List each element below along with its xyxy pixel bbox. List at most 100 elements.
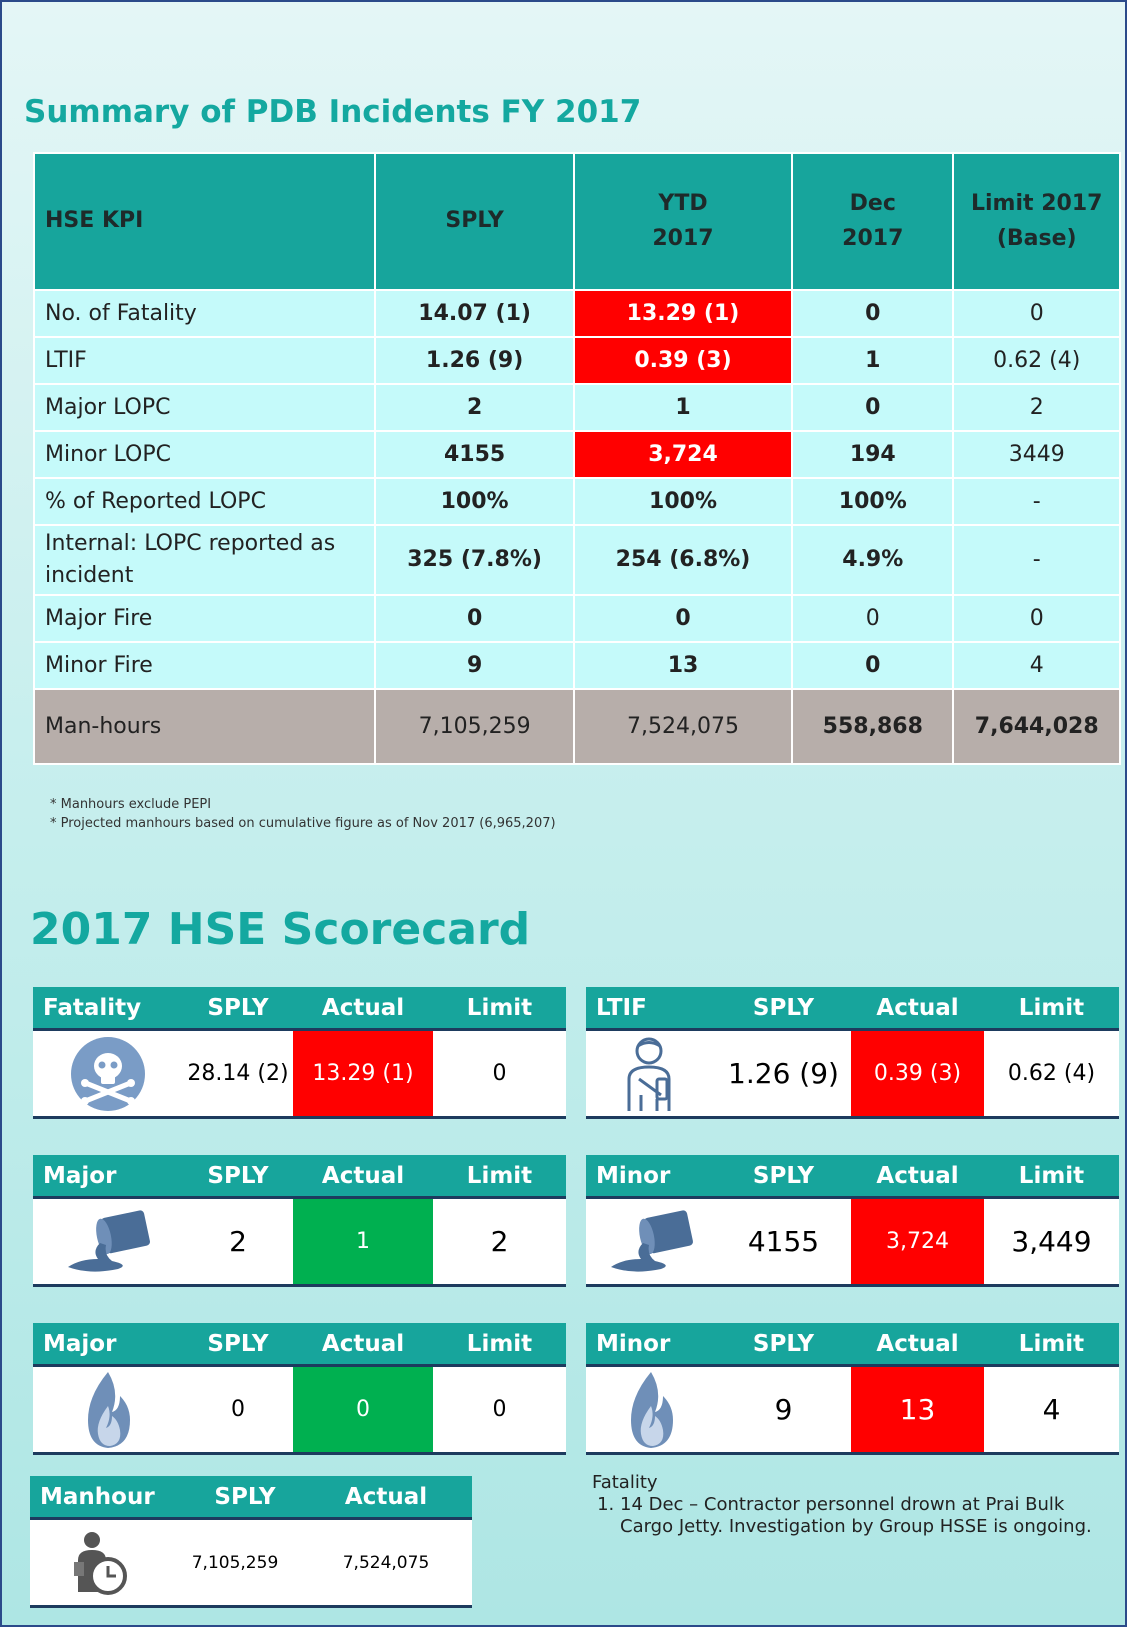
cell-ytd: 7,524,075 xyxy=(572,688,794,765)
col-sply: SPLY xyxy=(752,1330,815,1357)
table-row: LTIF 1.26 (9) 0.39 (3) 1 0.62 (4) xyxy=(32,336,1121,385)
cell-dec: 0 xyxy=(791,383,955,432)
cell-dec: 194 xyxy=(791,430,955,479)
actual-value: 1 xyxy=(293,1199,433,1284)
table-row: Minor Fire 9 13 0 4 xyxy=(32,641,1121,690)
cell-limit: - xyxy=(952,477,1121,526)
scorecard-title: 2017 HSE Scorecard xyxy=(30,904,531,955)
col-limit: Limit xyxy=(466,1162,533,1189)
card-label: LTIF xyxy=(596,994,647,1021)
actual-value: 0.39 (3) xyxy=(851,1031,984,1116)
cell-ytd: 254 (6.8%) xyxy=(572,524,794,596)
card-header: Fatality SPLY Actual Limit xyxy=(33,987,566,1031)
cell-sply: 325 (7.8%) xyxy=(374,524,575,596)
header-ytd: YTD 2017 xyxy=(572,152,794,291)
sply-value: 2 xyxy=(229,1225,247,1258)
cell-limit: 0 xyxy=(952,289,1121,338)
actual-value: 13 xyxy=(851,1367,984,1452)
row-label: Major Fire xyxy=(32,594,377,643)
card-label: Minor xyxy=(596,1162,671,1189)
sply-value: 0 xyxy=(231,1397,245,1422)
card-body: 1.26 (9) 0.39 (3) 0.62 (4) xyxy=(586,1031,1119,1119)
actual-value: 7,524,075 xyxy=(342,1552,430,1573)
cell-limit: 0.62 (4) xyxy=(952,336,1121,385)
card-label: Fatality xyxy=(43,994,142,1021)
table-row: Internal: LOPC reported as incident 325 … xyxy=(32,524,1121,596)
cell-limit: 2 xyxy=(952,383,1121,432)
card-header: Manhour SPLY Actual xyxy=(30,1476,472,1520)
cell-dec: 558,868 xyxy=(791,688,955,765)
note-line: * Projected manhours based on cumulative… xyxy=(50,816,556,831)
limit-value: 3,449 xyxy=(1011,1225,1092,1258)
card-body: 7,105,259 7,524,075 xyxy=(30,1520,472,1608)
cell-ytd: 1 xyxy=(572,383,794,432)
cell-ytd: 13.29 (1) xyxy=(572,289,794,338)
card-header: Major SPLY Actual Limit xyxy=(33,1323,566,1367)
cell-dec: 4.9% xyxy=(791,524,955,596)
actual-value: 13.29 (1) xyxy=(293,1031,433,1116)
cell-dec: 0 xyxy=(791,289,955,338)
card-header: LTIF SPLY Actual Limit xyxy=(586,987,1119,1031)
limit-value: 2 xyxy=(490,1225,509,1258)
card-label: Minor xyxy=(596,1330,671,1357)
table-row: Minor LOPC 4155 3,724 194 3449 xyxy=(32,430,1121,479)
card-body: 28.14 (2) 13.29 (1) 0 xyxy=(33,1031,566,1119)
cell-dec: 100% xyxy=(791,477,955,526)
table-row: Major Fire 0 0 0 0 xyxy=(32,594,1121,643)
limit-value: 0 xyxy=(492,1397,507,1422)
cell-sply: 100% xyxy=(374,477,575,526)
col-limit: Limit xyxy=(1018,994,1085,1021)
minor-lopc-card: Minor SPLY Actual Limit 4155 3,724 3,449 xyxy=(586,1155,1119,1287)
sply-value: 1.26 (9) xyxy=(728,1057,839,1090)
spill-barrel-icon xyxy=(33,1199,183,1284)
kpi-table: HSE KPI SPLY YTD 2017 Dec 2017 Limit 201… xyxy=(32,152,1121,765)
card-body: 9 13 4 xyxy=(586,1367,1119,1455)
card-body: 4155 3,724 3,449 xyxy=(586,1199,1119,1287)
card-label: Major xyxy=(43,1162,117,1189)
cell-limit: 4 xyxy=(952,641,1121,690)
cell-sply: 14.07 (1) xyxy=(374,289,575,338)
cell-sply: 1.26 (9) xyxy=(374,336,575,385)
col-sply: SPLY xyxy=(214,1483,276,1510)
actual-value: 3,724 xyxy=(851,1199,984,1284)
major-fire-card: Major SPLY Actual Limit 0 0 0 xyxy=(33,1323,566,1455)
table-row: No. of Fatality 14.07 (1) 13.29 (1) 0 0 xyxy=(32,289,1121,338)
fire-icon xyxy=(33,1367,183,1452)
fatality-card: Fatality SPLY Actual Limit 28.14 (2) 13.… xyxy=(33,987,566,1119)
cell-dec: 0 xyxy=(791,594,955,643)
card-header: Major SPLY Actual Limit xyxy=(33,1155,566,1199)
cell-ytd: 3,724 xyxy=(572,430,794,479)
col-sply: SPLY xyxy=(752,994,815,1021)
limit-value: 4 xyxy=(1042,1393,1061,1426)
footnote-title: Fatality xyxy=(592,1472,658,1493)
injured-person-icon xyxy=(586,1031,716,1116)
cell-dec: 1 xyxy=(791,336,955,385)
limit-value: 0.62 (4) xyxy=(1007,1061,1096,1086)
header-sply: SPLY xyxy=(374,152,575,291)
limit-value: 0 xyxy=(492,1061,507,1086)
note-line: * Manhours exclude PEPI xyxy=(50,797,212,812)
sply-value: 9 xyxy=(774,1393,793,1426)
cell-limit: - xyxy=(952,524,1121,596)
sply-value: 4155 xyxy=(747,1225,820,1258)
fatality-footnote: Fatality 14 Dec – Contractor personnel d… xyxy=(592,1472,1092,1538)
table-row: Man-hours 7,105,259 7,524,075 558,868 7,… xyxy=(32,688,1121,765)
header-hse-kpi: HSE KPI xyxy=(32,152,377,291)
fire-icon xyxy=(586,1367,716,1452)
col-actual: Actual xyxy=(876,1330,959,1357)
header-limit: Limit 2017 (Base) xyxy=(952,152,1121,291)
col-limit: Limit xyxy=(1018,1330,1085,1357)
cell-sply: 9 xyxy=(374,641,575,690)
cell-sply: 7,105,259 xyxy=(374,688,575,765)
col-limit: Limit xyxy=(466,994,533,1021)
col-actual: Actual xyxy=(876,994,959,1021)
card-header: Minor SPLY Actual Limit xyxy=(586,1323,1119,1367)
skull-icon xyxy=(33,1031,183,1116)
spill-barrel-icon xyxy=(586,1199,716,1284)
footnote-item: 14 Dec – Contractor personnel drown at P… xyxy=(620,1494,1092,1538)
col-actual: Actual xyxy=(344,1483,428,1510)
cell-dec: 0 xyxy=(791,641,955,690)
col-actual: Actual xyxy=(321,994,405,1021)
minor-fire-card: Minor SPLY Actual Limit 9 13 4 xyxy=(586,1323,1119,1455)
col-limit: Limit xyxy=(1018,1162,1085,1189)
